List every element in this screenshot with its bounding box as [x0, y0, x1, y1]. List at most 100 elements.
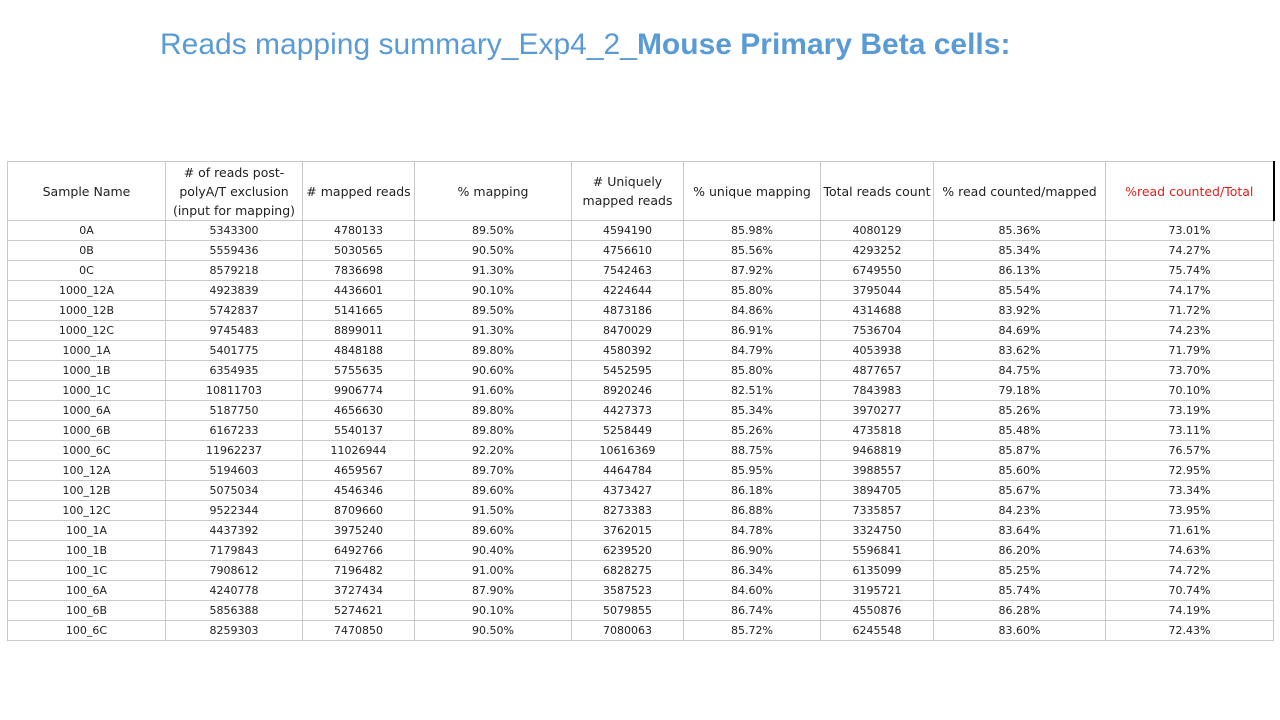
cell-total-reads-count: 7843983	[820, 380, 934, 401]
cell-percent-mapping: 91.30%	[414, 320, 572, 341]
cell-sample-name: 100_6B	[7, 600, 166, 621]
cell-uniquely-mapped: 5452595	[571, 360, 684, 381]
table-row: 1000_12B 5742837 5141665 89.50% 4873186 84.86…	[7, 300, 1274, 321]
cell-total-reads-count: 4550876	[820, 600, 934, 621]
cell-uniquely-mapped: 8470029	[571, 320, 684, 341]
cell-uniquely-mapped: 6239520	[571, 540, 684, 561]
cell-mapped-reads: 7836698	[302, 260, 415, 281]
cell-percent-counted-mapped: 85.26%	[933, 400, 1106, 421]
cell-percent-mapping: 89.60%	[414, 480, 572, 501]
table-row: 0A 5343300 4780133 89.50% 4594190 85.98% 40801…	[7, 220, 1274, 241]
cell-input-reads: 4240778	[165, 580, 303, 601]
cell-total-reads-count: 4877657	[820, 360, 934, 381]
cell-percent-mapping: 90.50%	[414, 620, 572, 641]
cell-percent-counted-mapped: 85.67%	[933, 480, 1106, 501]
cell-input-reads: 5194603	[165, 460, 303, 481]
cell-sample-name: 1000_12B	[7, 300, 166, 321]
cell-sample-name: 0B	[7, 240, 166, 261]
cell-percent-counted-mapped: 86.13%	[933, 260, 1106, 281]
table-row: 100_6B 5856388 5274621 90.10% 5079855 86.74% 4…	[7, 600, 1274, 621]
cell-total-reads-count: 6245548	[820, 620, 934, 641]
cell-percent-counted-total: 74.23%	[1105, 320, 1274, 341]
table-row: 1000_12C 9745483 8899011 91.30% 8470029 86.91…	[7, 320, 1274, 341]
cell-total-reads-count: 3195721	[820, 580, 934, 601]
title-emphasis: Mouse Primary Beta cells:	[636, 28, 1011, 61]
cell-sample-name: 100_12C	[7, 500, 166, 521]
cell-percent-counted-mapped: 85.87%	[933, 440, 1106, 461]
header-row: Sample Name # of reads post-polyA/T excl…	[7, 161, 1275, 221]
cell-uniquely-mapped: 7080063	[571, 620, 684, 641]
cell-percent-counted-total: 70.10%	[1105, 380, 1274, 401]
cell-input-reads: 9745483	[165, 320, 303, 341]
cell-input-reads: 5559436	[165, 240, 303, 261]
cell-percent-mapping: 90.10%	[414, 280, 572, 301]
cell-mapped-reads: 3975240	[302, 520, 415, 541]
cell-percent-counted-total: 71.61%	[1105, 520, 1274, 541]
cell-sample-name: 100_6C	[7, 620, 166, 641]
cell-percent-counted-mapped: 86.28%	[933, 600, 1106, 621]
cell-percent-counted-total: 72.95%	[1105, 460, 1274, 481]
table-row: 100_6C 8259303 7470850 90.50% 7080063 85.72% 6…	[7, 620, 1274, 641]
cell-input-reads: 10811703	[165, 380, 303, 401]
cell-total-reads-count: 3894705	[820, 480, 934, 501]
cell-percent-unique: 86.74%	[683, 600, 821, 621]
cell-total-reads-count: 7536704	[820, 320, 934, 341]
cell-percent-counted-mapped: 83.62%	[933, 340, 1106, 361]
header-uniquely-mapped: # Uniquely mapped reads	[571, 161, 684, 221]
cell-percent-unique: 84.86%	[683, 300, 821, 321]
cell-uniquely-mapped: 4464784	[571, 460, 684, 481]
cell-percent-unique: 82.51%	[683, 380, 821, 401]
cell-percent-counted-mapped: 85.60%	[933, 460, 1106, 481]
cell-sample-name: 1000_6B	[7, 420, 166, 441]
table-row: 0C 8579218 7836698 91.30% 7542463 87.92% 67495…	[7, 260, 1274, 281]
cell-total-reads-count: 3795044	[820, 280, 934, 301]
reads-mapping-table: Sample Name # of reads post-polyA/T excl…	[7, 161, 1275, 641]
cell-percent-unique: 86.90%	[683, 540, 821, 561]
cell-percent-counted-total: 74.27%	[1105, 240, 1274, 261]
cell-input-reads: 5187750	[165, 400, 303, 421]
cell-percent-counted-mapped: 85.25%	[933, 560, 1106, 581]
cell-sample-name: 100_1A	[7, 520, 166, 541]
cell-input-reads: 5343300	[165, 220, 303, 241]
cell-percent-mapping: 87.90%	[414, 580, 572, 601]
cell-total-reads-count: 9468819	[820, 440, 934, 461]
cell-percent-counted-total: 73.19%	[1105, 400, 1274, 421]
table-row: 1000_6B 6167233 5540137 89.80% 5258449 85.26%…	[7, 420, 1274, 441]
cell-uniquely-mapped: 3587523	[571, 580, 684, 601]
cell-sample-name: 1000_6C	[7, 440, 166, 461]
cell-uniquely-mapped: 4756610	[571, 240, 684, 261]
cell-percent-counted-total: 73.01%	[1105, 220, 1274, 241]
cell-percent-mapping: 90.50%	[414, 240, 572, 261]
cell-uniquely-mapped: 5079855	[571, 600, 684, 621]
header-mapped-reads: # mapped reads	[302, 161, 415, 221]
cell-percent-counted-mapped: 85.36%	[933, 220, 1106, 241]
cell-sample-name: 100_6A	[7, 580, 166, 601]
cell-sample-name: 1000_1C	[7, 380, 166, 401]
cell-input-reads: 7179843	[165, 540, 303, 561]
cell-mapped-reads: 5274621	[302, 600, 415, 621]
cell-uniquely-mapped: 8920246	[571, 380, 684, 401]
cell-mapped-reads: 5141665	[302, 300, 415, 321]
cell-percent-mapping: 89.80%	[414, 340, 572, 361]
cell-uniquely-mapped: 7542463	[571, 260, 684, 281]
cell-percent-unique: 84.60%	[683, 580, 821, 601]
table-row: 100_12A 5194603 4659567 89.70% 4464784 85.95%…	[7, 460, 1274, 481]
cell-uniquely-mapped: 4594190	[571, 220, 684, 241]
cell-uniquely-mapped: 8273383	[571, 500, 684, 521]
cell-total-reads-count: 3988557	[820, 460, 934, 481]
table-row: 100_1A 4437392 3975240 89.60% 3762015 84.78% 3…	[7, 520, 1274, 541]
table-row: 100_12B 5075034 4546346 89.60% 4373427 86.18%…	[7, 480, 1274, 501]
cell-percent-counted-mapped: 84.23%	[933, 500, 1106, 521]
cell-percent-unique: 88.75%	[683, 440, 821, 461]
cell-input-reads: 6354935	[165, 360, 303, 381]
cell-percent-unique: 85.98%	[683, 220, 821, 241]
cell-percent-unique: 85.26%	[683, 420, 821, 441]
cell-percent-counted-total: 76.57%	[1105, 440, 1274, 461]
cell-percent-mapping: 89.80%	[414, 420, 572, 441]
title-prefix: Reads mapping summary_Exp4_2_	[160, 28, 637, 61]
cell-sample-name: 100_12B	[7, 480, 166, 501]
cell-percent-counted-mapped: 83.60%	[933, 620, 1106, 641]
cell-percent-counted-total: 71.72%	[1105, 300, 1274, 321]
cell-mapped-reads: 7470850	[302, 620, 415, 641]
cell-mapped-reads: 5030565	[302, 240, 415, 261]
